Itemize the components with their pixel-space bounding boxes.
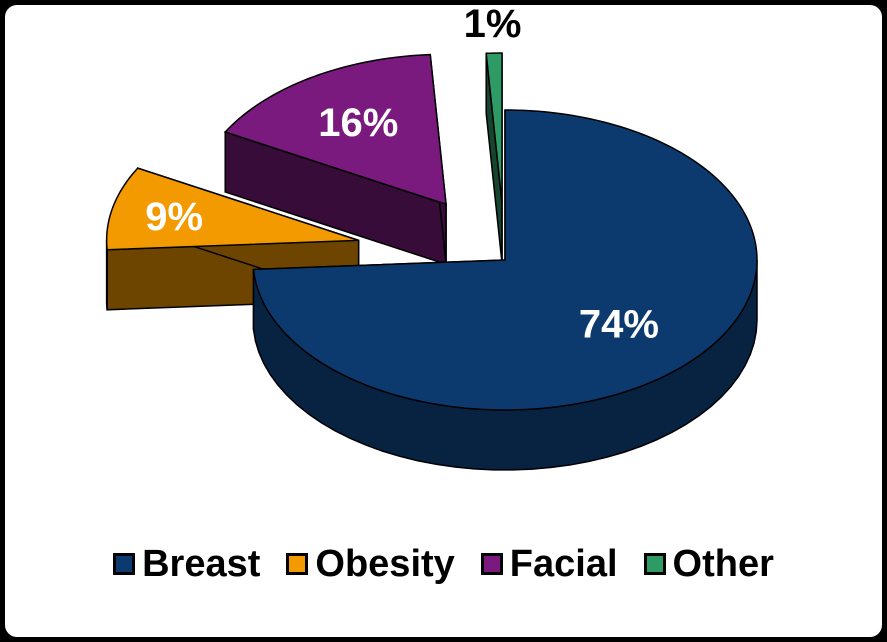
legend-swatch-other xyxy=(643,553,666,575)
pie-slice-other xyxy=(485,52,503,264)
legend-label-breast: Breast xyxy=(142,543,261,585)
pie-top-facial xyxy=(223,53,447,206)
pie-slice-breast xyxy=(252,109,758,471)
legend-label-other: Other xyxy=(672,543,774,585)
pie-label-breast: 74% xyxy=(579,303,659,347)
legend-swatch-obesity xyxy=(286,553,309,575)
pie-top-breast xyxy=(252,109,758,411)
pie-slice-facial xyxy=(223,53,447,266)
pie-label-other: 1% xyxy=(464,5,522,46)
legend-item-facial: Facial xyxy=(480,543,618,585)
pie-top-other xyxy=(485,52,503,204)
legend-item-obesity: Obesity xyxy=(286,543,455,585)
chart-frame: 74% 9% 16% 1% Breast Obesity Facial Other xyxy=(3,3,884,639)
pie-label-facial: 16% xyxy=(318,101,398,145)
pie-chart: 74% 9% 16% 1% xyxy=(105,5,758,471)
legend-swatch-breast xyxy=(113,553,136,575)
chart-legend: Breast Obesity Facial Other xyxy=(5,545,882,583)
legend-item-other: Other xyxy=(643,543,774,585)
legend-swatch-facial xyxy=(480,553,503,575)
pie-top-obesity xyxy=(105,167,359,251)
legend-item-breast: Breast xyxy=(113,545,260,583)
legend-label-facial: Facial xyxy=(509,543,618,585)
pie-label-obesity: 9% xyxy=(145,195,203,239)
legend-label-obesity: Obesity xyxy=(315,543,455,585)
